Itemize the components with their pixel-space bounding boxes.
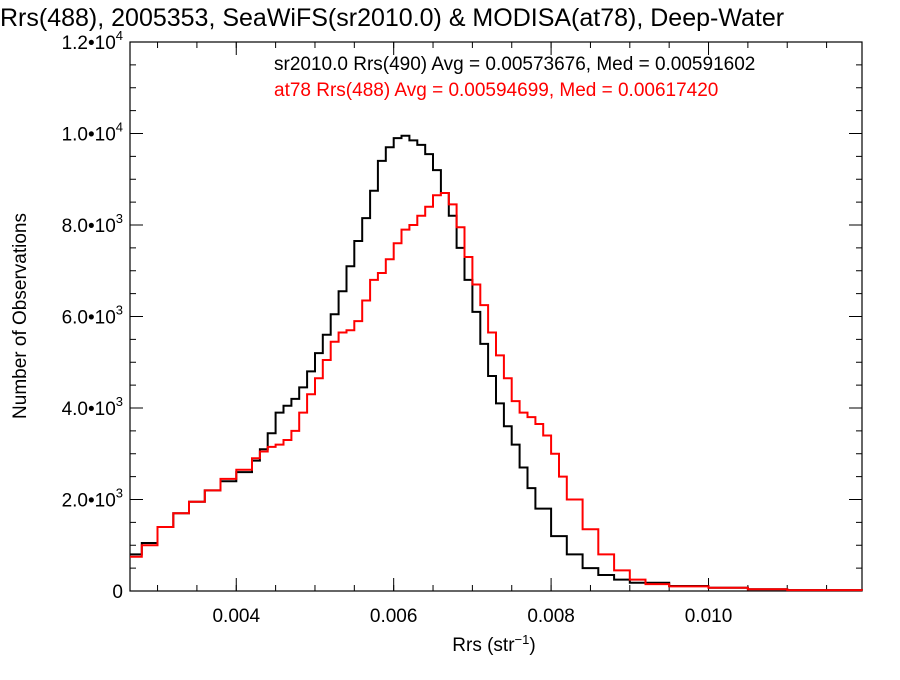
chart-title: Rrs(488), 2005353, SeaWiFS(sr2010.0) & M… xyxy=(0,4,784,32)
x-tick-label: 0.010 xyxy=(685,606,733,627)
plot-series xyxy=(130,134,863,592)
y-tick-label: 1.2•104 xyxy=(62,28,123,54)
plot-frame xyxy=(129,41,863,592)
x-tick-label: 0.008 xyxy=(527,606,575,627)
y-tick-label: 8.0•103 xyxy=(62,211,123,237)
series-line-2 xyxy=(130,192,863,592)
y-tick-label: 2.0•103 xyxy=(62,486,123,512)
legend-annotation-series-2: at78 Rrs(488) Avg = 0.00594699, Med = 0.… xyxy=(274,80,718,101)
y-tick-label: 4.0•103 xyxy=(62,394,123,420)
x-tick-label: 0.006 xyxy=(370,606,418,627)
series-line-1 xyxy=(130,134,863,592)
y-tick-label: 1.0•104 xyxy=(62,120,123,146)
plot-axes: 0.004 0.006 0.008 0.010 0 2.0•103 4.0•103 6.0•1… xyxy=(62,28,863,627)
x-axis-label: Rrs (str−1) xyxy=(452,632,535,656)
y-axis-label: Number of Observations xyxy=(10,213,31,419)
x-tick-label: 0.004 xyxy=(212,606,260,627)
legend-annotations: sr2010.0 Rrs(490) Avg = 0.00573676, Med … xyxy=(274,54,755,101)
y-tick-label: 6.0•103 xyxy=(62,303,123,329)
y-tick-label: 0 xyxy=(112,582,123,603)
legend-annotation-series-1: sr2010.0 Rrs(490) Avg = 0.00573676, Med … xyxy=(274,54,755,75)
